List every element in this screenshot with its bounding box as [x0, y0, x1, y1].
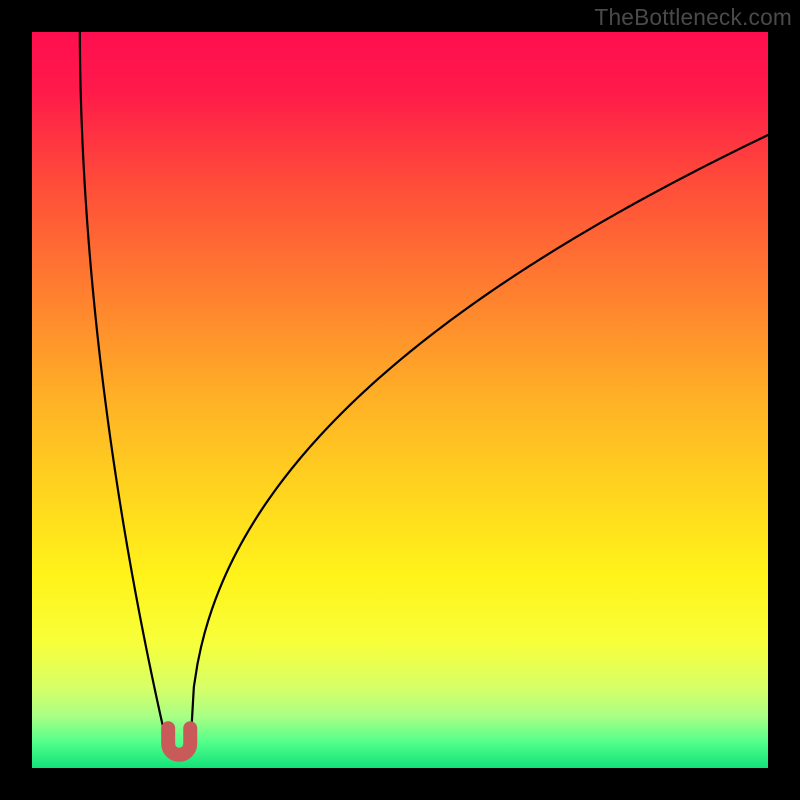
curve-overlay [0, 0, 800, 800]
curve-left-branch [80, 32, 168, 750]
figure-container: TheBottleneck.com [0, 0, 800, 800]
minimum-marker [168, 728, 190, 754]
curve-right-branch [190, 135, 768, 750]
